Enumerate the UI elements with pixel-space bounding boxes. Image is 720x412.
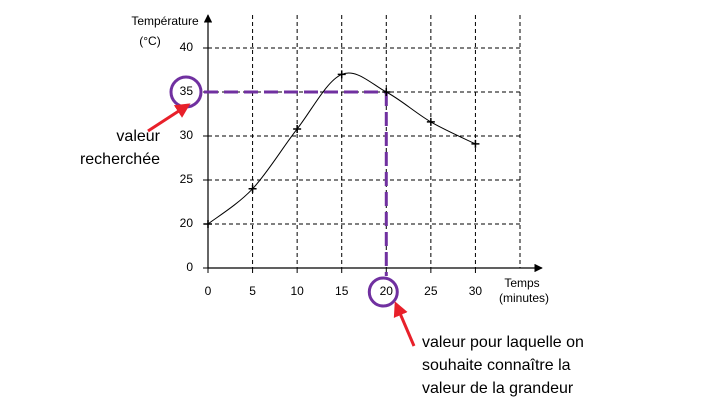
y-tick-label: 35 <box>180 84 194 98</box>
y-tick-label: 40 <box>180 40 194 54</box>
y-tick-label: 0 <box>186 260 193 274</box>
x-tick-label: 5 <box>249 284 256 298</box>
annotation: valeur <box>116 128 160 145</box>
point <box>293 124 302 133</box>
annotation-arrow <box>393 301 416 347</box>
annotation: souhaite connaître la <box>422 357 571 374</box>
x-tick-label: 30 <box>469 284 483 298</box>
x-axis-label: Temps <box>504 276 539 290</box>
y-axis-label: Température <box>131 14 199 28</box>
point <box>337 70 346 79</box>
annotation: valeur de la grandeur <box>422 380 574 397</box>
y-axis-label: (°C) <box>139 34 160 48</box>
x-tick-label: 25 <box>424 284 438 298</box>
point <box>204 220 212 228</box>
x-tick-label: 0 <box>205 284 212 298</box>
point <box>471 139 480 148</box>
x-tick-label: 20 <box>380 284 394 298</box>
point <box>248 184 257 193</box>
annotation: valeur pour laquelle on <box>422 334 584 351</box>
x-tick-label: 10 <box>290 284 304 298</box>
point <box>382 88 391 96</box>
annotation: recherchée <box>80 151 160 168</box>
y-tick-label: 25 <box>180 172 194 186</box>
annotation-arrow <box>147 103 191 133</box>
x-tick-label: 15 <box>335 284 349 298</box>
y-tick-label: 30 <box>180 128 194 142</box>
x-axis-label: (minutes) <box>499 291 549 305</box>
y-tick-label: 20 <box>180 216 194 230</box>
reading-circle <box>367 276 399 308</box>
point <box>426 117 435 126</box>
